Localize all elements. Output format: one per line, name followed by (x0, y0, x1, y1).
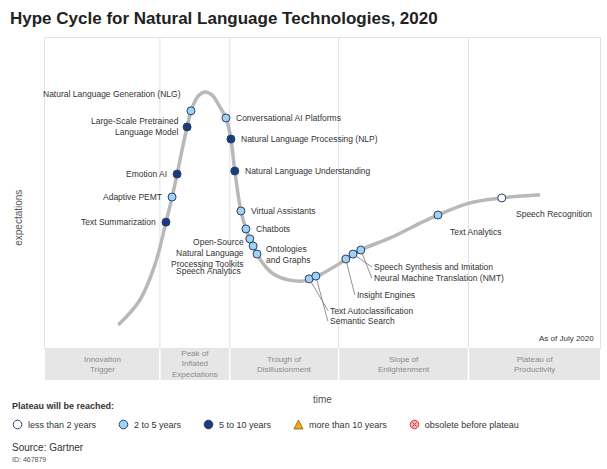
svg-text:Text Autoclassification: Text Autoclassification (330, 306, 413, 316)
svg-text:As of July 2020: As of July 2020 (539, 334, 594, 343)
svg-text:Speech Recognition: Speech Recognition (516, 209, 592, 219)
html-text:5 to 10 years: 5 to 10 years (219, 419, 272, 430)
html-text:Source: Gartner: Source: Gartner (12, 442, 84, 453)
html-text:more than 10 years: more than 10 years (309, 419, 387, 430)
svg-text:Text Summarization: Text Summarization (81, 217, 156, 227)
html-text:less than 2 years: less than 2 years (28, 419, 96, 430)
svg-text:Chatbots: Chatbots (256, 224, 290, 234)
svg-text:Speech Analytics: Speech Analytics (176, 266, 241, 276)
svg-text:Slope ofEnlightenment: Slope ofEnlightenment (378, 355, 430, 374)
html-text:2 to 5 years: 2 to 5 years (134, 419, 182, 430)
svg-text:Natural Language Generation (N: Natural Language Generation (NLG) (43, 89, 181, 99)
svg-text:Open-SourceNatural LanguagePro: Open-SourceNatural LanguageProcessing To… (171, 237, 244, 269)
svg-text:Natural Language Understanding: Natural Language Understanding (245, 166, 371, 176)
svg-text:Hype Cycle for Natural Languag: Hype Cycle for Natural Language Technolo… (10, 9, 438, 28)
svg-text:Trough ofDisillusionment: Trough ofDisillusionment (257, 355, 312, 374)
html-text:Plateau will be reached:: Plateau will be reached: (12, 401, 114, 411)
svg-text:Peak ofInflatedExpectations: Peak ofInflatedExpectations (172, 349, 218, 379)
svg-text:Natural Language Processing (N: Natural Language Processing (NLP) (241, 134, 378, 144)
svg-text:time: time (313, 394, 332, 405)
svg-text:Ontologiesand Graphs: Ontologiesand Graphs (266, 244, 310, 265)
svg-text:Large-Scale PretrainedLanguage: Large-Scale PretrainedLanguage Model (91, 116, 179, 137)
svg-text:Speech Synthesis and Imitation: Speech Synthesis and Imitation (374, 262, 493, 272)
svg-text:Semantic Search: Semantic Search (330, 316, 395, 326)
svg-text:Neural Machine Translation (NM: Neural Machine Translation (NMT) (374, 273, 504, 283)
svg-text:expectations: expectations (13, 190, 24, 246)
svg-text:InnovationTrigger: InnovationTrigger (84, 355, 121, 374)
svg-text:Plateau ofProductivity: Plateau ofProductivity (514, 355, 555, 374)
html-text:ID: 467879: ID: 467879 (12, 456, 47, 463)
svg-text:Emotion AI: Emotion AI (126, 169, 167, 179)
svg-text:Conversational AI Platforms: Conversational AI Platforms (236, 113, 341, 123)
svg-text:Adaptive PEMT: Adaptive PEMT (103, 192, 162, 202)
svg-text:Virtual Assistants: Virtual Assistants (251, 206, 316, 216)
svg-text:Insight Engines: Insight Engines (357, 290, 415, 300)
html-text:obsolete before plateau: obsolete before plateau (424, 419, 519, 430)
svg-text:Text Analytics: Text Analytics (450, 227, 502, 237)
